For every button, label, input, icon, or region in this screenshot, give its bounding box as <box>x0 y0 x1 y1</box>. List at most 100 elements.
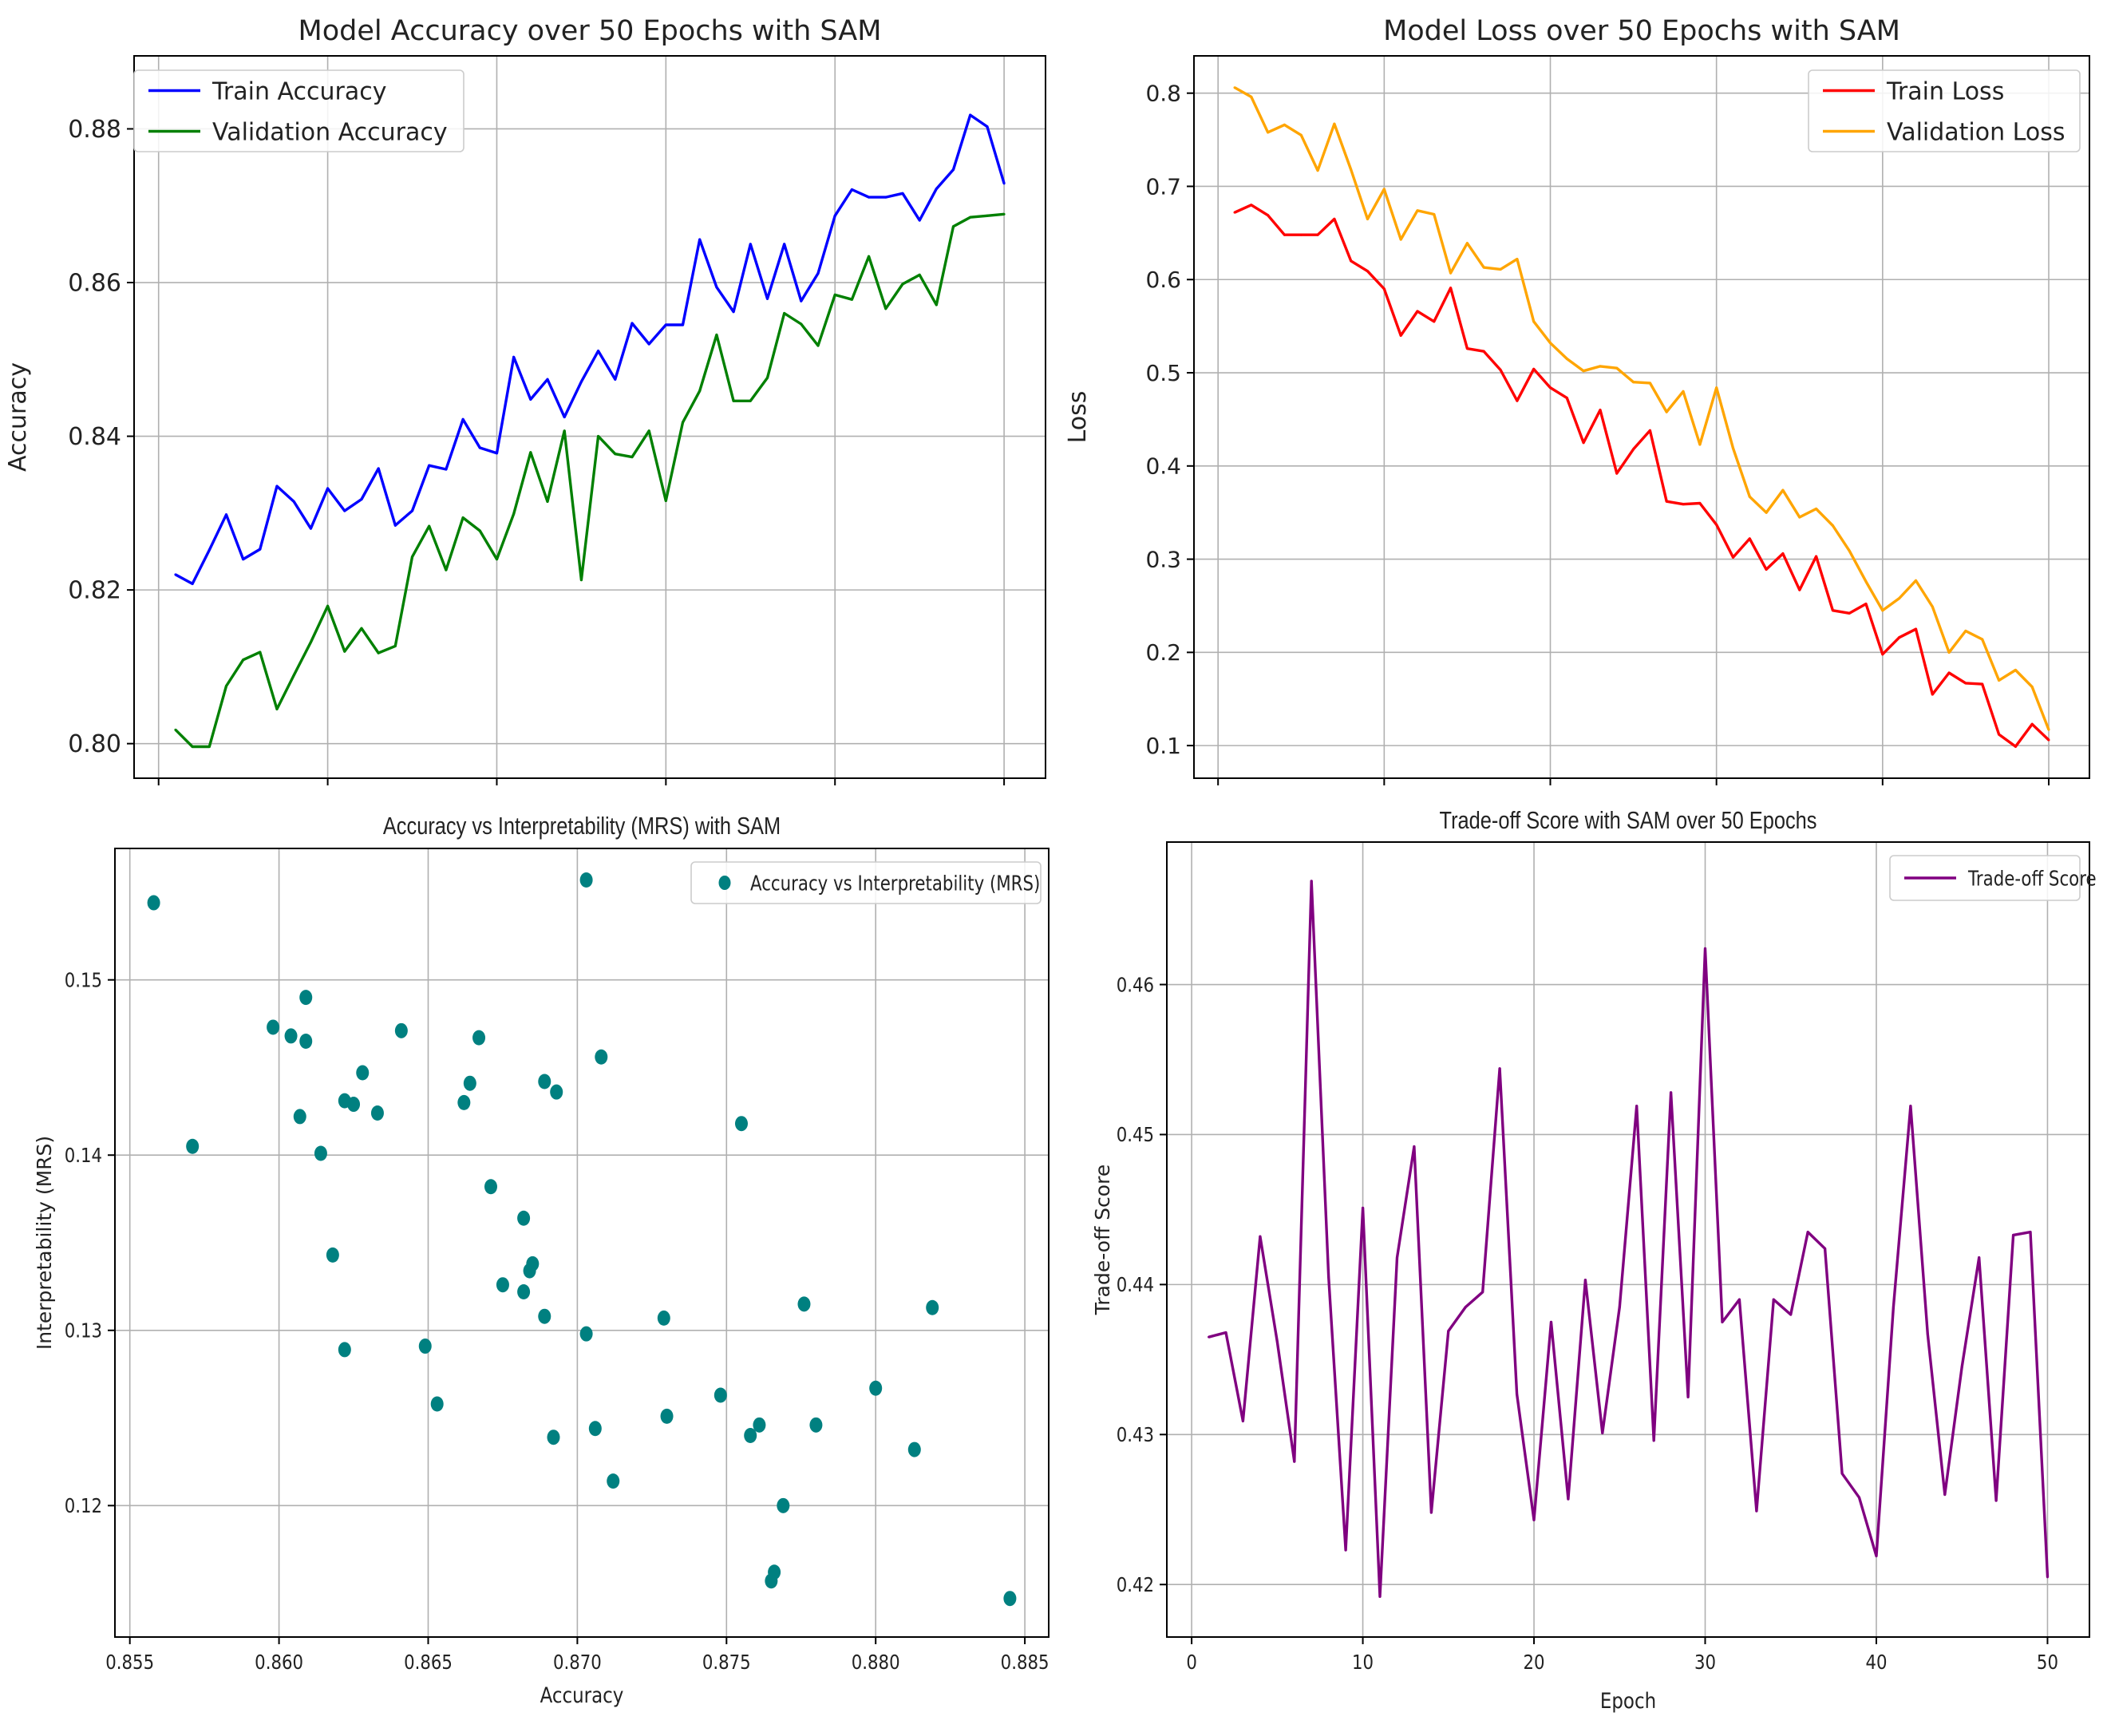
y-axis-label: Loss <box>1064 391 1092 444</box>
scatter-point <box>314 1145 327 1161</box>
data-point <box>1824 1247 1827 1250</box>
data-point <box>1416 310 1419 313</box>
scatter-point <box>607 1473 620 1489</box>
scatter-point <box>579 1326 593 1342</box>
data-point <box>597 435 600 438</box>
y-tick-label: 0.84 <box>68 423 121 451</box>
data-point <box>1395 1256 1398 1259</box>
data-point <box>478 529 481 532</box>
data-point <box>1582 370 1585 373</box>
scatter-point <box>657 1310 670 1326</box>
data-point <box>242 558 245 561</box>
data-point <box>1516 258 1519 261</box>
data-point <box>1704 947 1707 950</box>
data-point <box>2030 722 2034 726</box>
scatter-point <box>394 1022 408 1038</box>
data-point <box>1789 1313 1793 1316</box>
y-tick-label: 0.80 <box>68 730 121 758</box>
data-point <box>1283 123 1286 126</box>
data-point <box>1806 1231 1809 1234</box>
y-tick-label: 0.8 <box>1145 81 1181 107</box>
data-point <box>647 429 650 433</box>
legend-label: Trade-off Score <box>1967 866 2097 891</box>
data-point <box>2030 686 2034 689</box>
data-point <box>1815 508 1818 511</box>
data-point <box>1399 238 1402 241</box>
scatter-point <box>326 1247 339 1263</box>
data-point <box>1981 682 1984 686</box>
data-point <box>1583 1279 1587 1282</box>
data-point <box>833 293 836 296</box>
data-point <box>1399 334 1402 337</box>
data-point <box>174 573 177 576</box>
data-point <box>1362 1207 1365 1210</box>
data-point <box>512 512 516 516</box>
data-point <box>1532 320 1536 323</box>
data-point <box>1002 212 1006 216</box>
y-tick-label: 0.7 <box>1145 173 1181 200</box>
scatter-point <box>907 1441 921 1457</box>
data-point <box>1815 555 1818 558</box>
x-tick-label: 0.875 <box>702 1651 751 1674</box>
scatter-point <box>579 872 593 888</box>
data-point <box>326 604 330 607</box>
data-point <box>1798 516 1801 519</box>
data-point <box>614 378 617 381</box>
data-point <box>512 355 516 358</box>
data-point <box>1582 441 1585 445</box>
data-point <box>1665 410 1668 413</box>
scatter-point <box>147 895 160 911</box>
scatter-point <box>472 1030 486 1046</box>
data-point <box>1002 182 1006 185</box>
data-point <box>292 674 295 677</box>
data-point <box>1848 549 1851 552</box>
grid-lines <box>134 56 1046 778</box>
data-point <box>765 297 769 300</box>
scatter-point <box>347 1097 361 1113</box>
scatter-point <box>430 1396 444 1412</box>
data-point <box>343 650 346 653</box>
data-point <box>242 658 245 662</box>
x-tick-label: 0.855 <box>105 1651 154 1674</box>
scatter-point <box>457 1094 471 1110</box>
data-point <box>833 214 836 217</box>
data-point <box>563 429 566 433</box>
data-point <box>1599 409 1602 412</box>
data-point <box>901 192 904 195</box>
data-point <box>884 196 887 199</box>
scatter-point <box>299 1034 313 1050</box>
scatter-point <box>660 1408 674 1424</box>
data-point <box>1499 267 1502 271</box>
series-line <box>1208 880 2050 1599</box>
scatter-point <box>869 1380 883 1396</box>
data-point <box>647 342 650 346</box>
data-point <box>1765 511 1768 514</box>
data-point <box>1482 266 1485 269</box>
scatter-point <box>463 1075 476 1091</box>
data-point <box>935 188 938 191</box>
x-tick-label: 0.865 <box>404 1651 453 1674</box>
data-point <box>969 113 972 117</box>
data-point <box>749 399 752 402</box>
x-tick-label: 30 <box>1694 1651 1716 1674</box>
x-tick-label: 50 <box>2037 1651 2058 1674</box>
data-point <box>1429 1511 1433 1514</box>
y-tick-label: 0.3 <box>1145 546 1181 572</box>
data-point <box>850 298 853 301</box>
data-point <box>2029 1231 2032 1234</box>
series-line <box>175 113 1006 586</box>
legend-box <box>1808 69 2081 152</box>
series-train-loss <box>1233 204 2050 748</box>
scatter-point <box>753 1417 766 1433</box>
data-point <box>393 524 397 527</box>
legend-marker <box>718 876 731 890</box>
data-point <box>1549 342 1552 345</box>
data-point <box>579 579 583 582</box>
series-line <box>174 212 1005 749</box>
data-point <box>1715 523 1718 526</box>
data-point <box>1898 597 1901 600</box>
scatter-point <box>744 1428 757 1444</box>
x-axis-label: Accuracy <box>540 1683 624 1707</box>
data-point <box>1233 211 1236 214</box>
data-point <box>1721 1320 1724 1323</box>
